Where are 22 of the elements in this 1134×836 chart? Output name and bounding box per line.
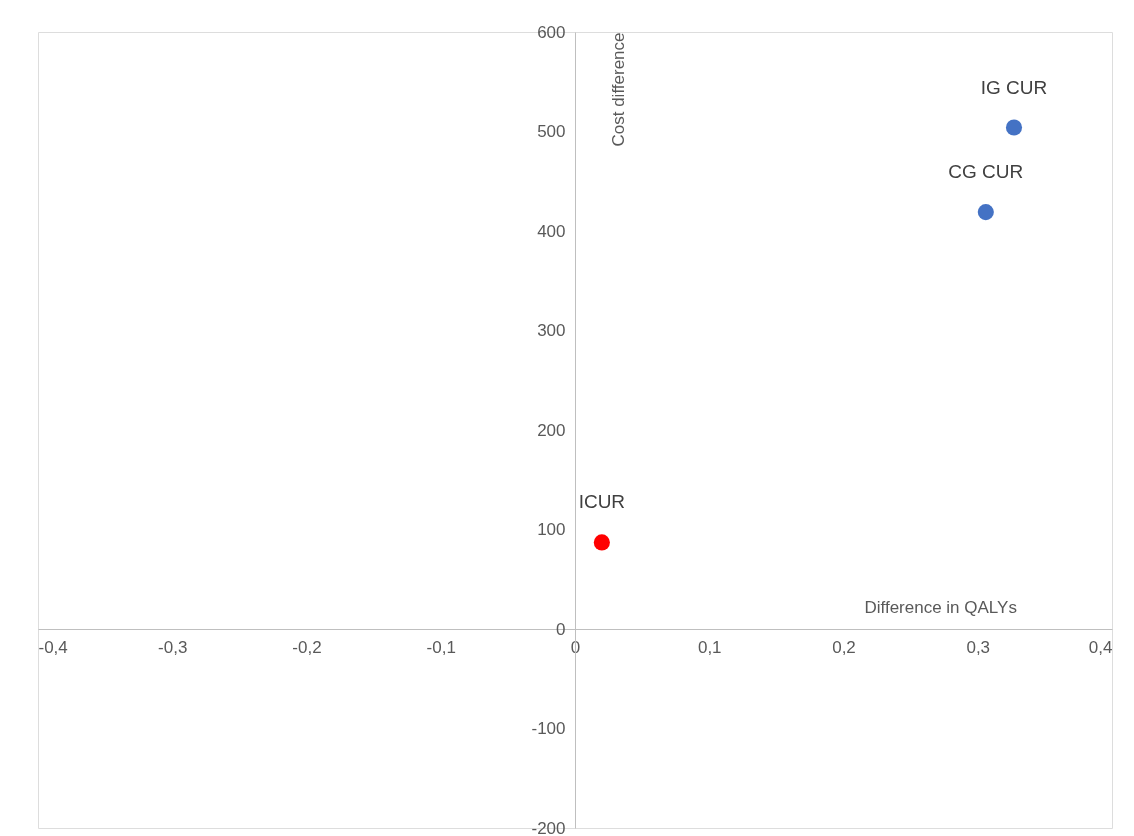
- x-axis-title: Difference in QALYs: [864, 597, 1017, 617]
- y-tick-label: 400: [537, 221, 566, 241]
- y-axis-title: Cost difference: [608, 32, 628, 147]
- y-tick-label: -100: [531, 719, 566, 738]
- x-tick-label: 0,2: [832, 637, 856, 657]
- x-tick-label: -0,2: [292, 637, 322, 657]
- y-tick-label: 0: [556, 619, 566, 639]
- x-tick-label: -0,3: [158, 637, 188, 657]
- x-tick-label: 0,4: [1088, 637, 1113, 657]
- series-label: ICUR: [578, 491, 626, 513]
- y-tick-label: 600: [537, 22, 566, 42]
- y-tick-label: 100: [537, 520, 566, 539]
- series-label: CG CUR: [948, 161, 1024, 183]
- y-tick-label: 300: [537, 321, 566, 340]
- y-tick-label: -200: [531, 818, 566, 836]
- y-tick-label: 200: [537, 420, 566, 440]
- x-tick-label: 0,1: [697, 637, 722, 657]
- y-tick-label: 500: [537, 122, 566, 141]
- series-label: IG CUR: [980, 76, 1048, 98]
- x-tick-label: -0,4: [38, 637, 68, 657]
- x-tick-label: -0,1: [426, 637, 456, 657]
- x-tick-label: 0,3: [966, 637, 991, 657]
